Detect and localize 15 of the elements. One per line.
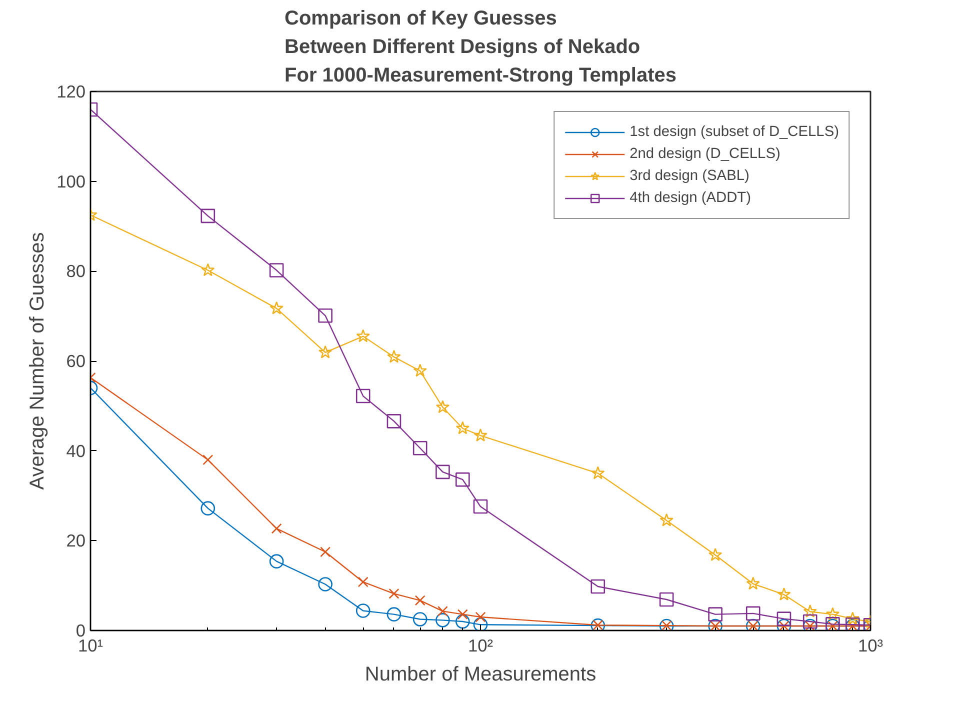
y-tick-label: 80	[66, 261, 86, 282]
x-tick-label: 10³	[858, 636, 884, 656]
y-axis-title: Average Number of Guesses	[26, 232, 49, 490]
y-tick-label: 40	[66, 440, 86, 461]
legend-label: 1st design (subset of D_CELLS)	[630, 124, 839, 140]
x-axis-title: Number of Measurements	[364, 664, 596, 686]
y-tick-label: 120	[56, 82, 86, 102]
legend-label: 2nd design (D_CELLS)	[630, 146, 780, 162]
y-tick-label: 20	[66, 530, 86, 551]
x-tick-label: 10²	[468, 636, 494, 656]
legend-label: 4th design (ADDT)	[630, 190, 751, 206]
y-tick-label: 60	[66, 351, 86, 371]
legend-label: 3rd design (SABL)	[630, 168, 750, 184]
y-tick-label: 100	[56, 171, 86, 192]
chart-title: Comparison of Key Guesses Between Different Designs of Nekado For 1000-Measurement-Strong Templates	[284, 7, 676, 86]
